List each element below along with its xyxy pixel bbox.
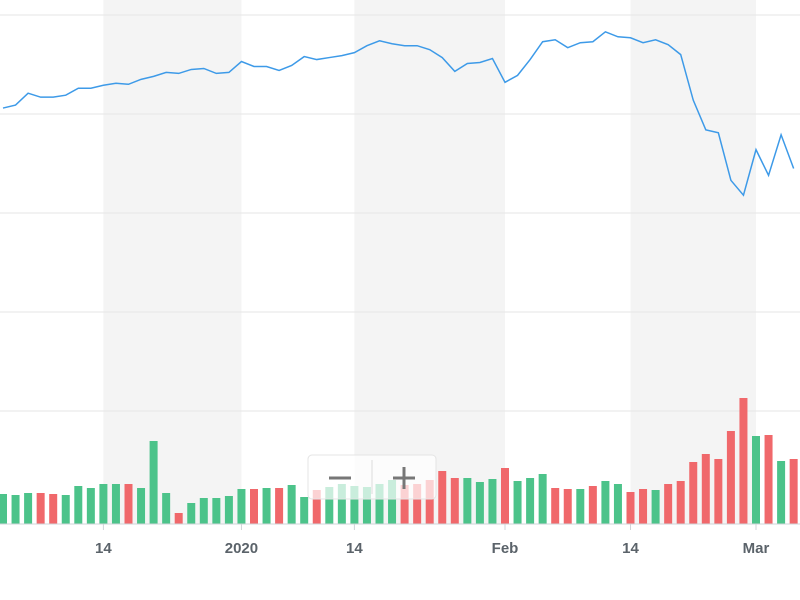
volume-bar: [639, 489, 648, 524]
volume-bar: [74, 486, 83, 524]
volume-bar: [124, 484, 133, 524]
volume-bar: [111, 484, 120, 524]
volume-bar: [739, 398, 748, 524]
volume-bar: [475, 482, 484, 524]
shade-band: [630, 0, 756, 524]
volume-bar: [726, 431, 735, 524]
x-tick-label: 14: [346, 540, 363, 557]
volume-bar: [24, 493, 33, 524]
volume-bar: [613, 484, 622, 524]
volume-bar: [174, 513, 183, 524]
volume-bar: [463, 478, 472, 524]
zoom-control: [307, 454, 437, 500]
x-tick-label: Feb: [492, 540, 519, 557]
volume-bar: [438, 471, 447, 524]
volume-bar: [224, 496, 233, 524]
volume-bar: [262, 488, 271, 524]
volume-bar: [576, 489, 585, 524]
volume-bar: [86, 488, 95, 524]
volume-bar: [526, 478, 535, 524]
volume-bar: [450, 478, 459, 524]
volume-bar: [187, 503, 196, 524]
volume-bar: [538, 474, 547, 524]
volume-bar: [601, 481, 610, 524]
x-tick-label: 14: [622, 540, 639, 557]
volume-bar: [250, 489, 258, 524]
volume-bar: [162, 493, 171, 524]
volume-bar: [701, 454, 710, 524]
volume-bar: [337, 484, 346, 524]
volume-bar: [513, 481, 522, 524]
volume-bar: [212, 498, 221, 524]
zoom-in[interactable]: [393, 467, 415, 489]
volume-bar: [626, 492, 635, 524]
volume-bar: [61, 495, 70, 524]
volume-bar: [400, 485, 409, 524]
volume-bar: [350, 486, 359, 524]
volume-bar: [563, 489, 572, 524]
volume-bar: [789, 459, 798, 524]
volume-bar: [300, 497, 309, 524]
volume-bar: [325, 487, 334, 524]
volume-bar: [651, 490, 660, 524]
x-tick-label: 14: [95, 540, 112, 557]
volume-bar: [777, 461, 786, 524]
volume-bar: [237, 489, 246, 524]
volume-bar: [764, 435, 773, 524]
price-line: [2, 30, 795, 197]
volume-bar: [312, 490, 321, 524]
volume-bar: [676, 481, 685, 524]
volume-bar: [275, 488, 284, 524]
shade-band: [354, 0, 505, 524]
volume-bar: [11, 495, 20, 524]
volume-bar: [488, 479, 497, 524]
x-tick-label: 2020: [225, 540, 258, 557]
x-tick-label: Mar: [743, 540, 770, 557]
volume-bar: [199, 498, 208, 524]
volume-bar: [36, 493, 45, 524]
volume-bar: [714, 459, 723, 524]
volume-bar: [49, 494, 58, 524]
volume-bar: [752, 436, 760, 524]
volume-bar: [664, 484, 673, 524]
volume-bar: [388, 480, 397, 524]
volume-bar: [375, 484, 384, 524]
volume-bar: [287, 485, 296, 524]
volume-bar: [99, 484, 108, 524]
volume-bar: [551, 488, 560, 524]
volume-bar: [413, 484, 422, 524]
volume-bar: [137, 488, 146, 524]
volume-bar: [362, 487, 371, 524]
volume-bar: [425, 480, 434, 524]
volume-bar: [501, 468, 509, 524]
volume-bar: [689, 462, 698, 524]
volume-bar: [149, 441, 158, 524]
volume-bar: [588, 486, 597, 524]
volume-bar: [0, 494, 7, 524]
shade-band: [103, 0, 242, 524]
